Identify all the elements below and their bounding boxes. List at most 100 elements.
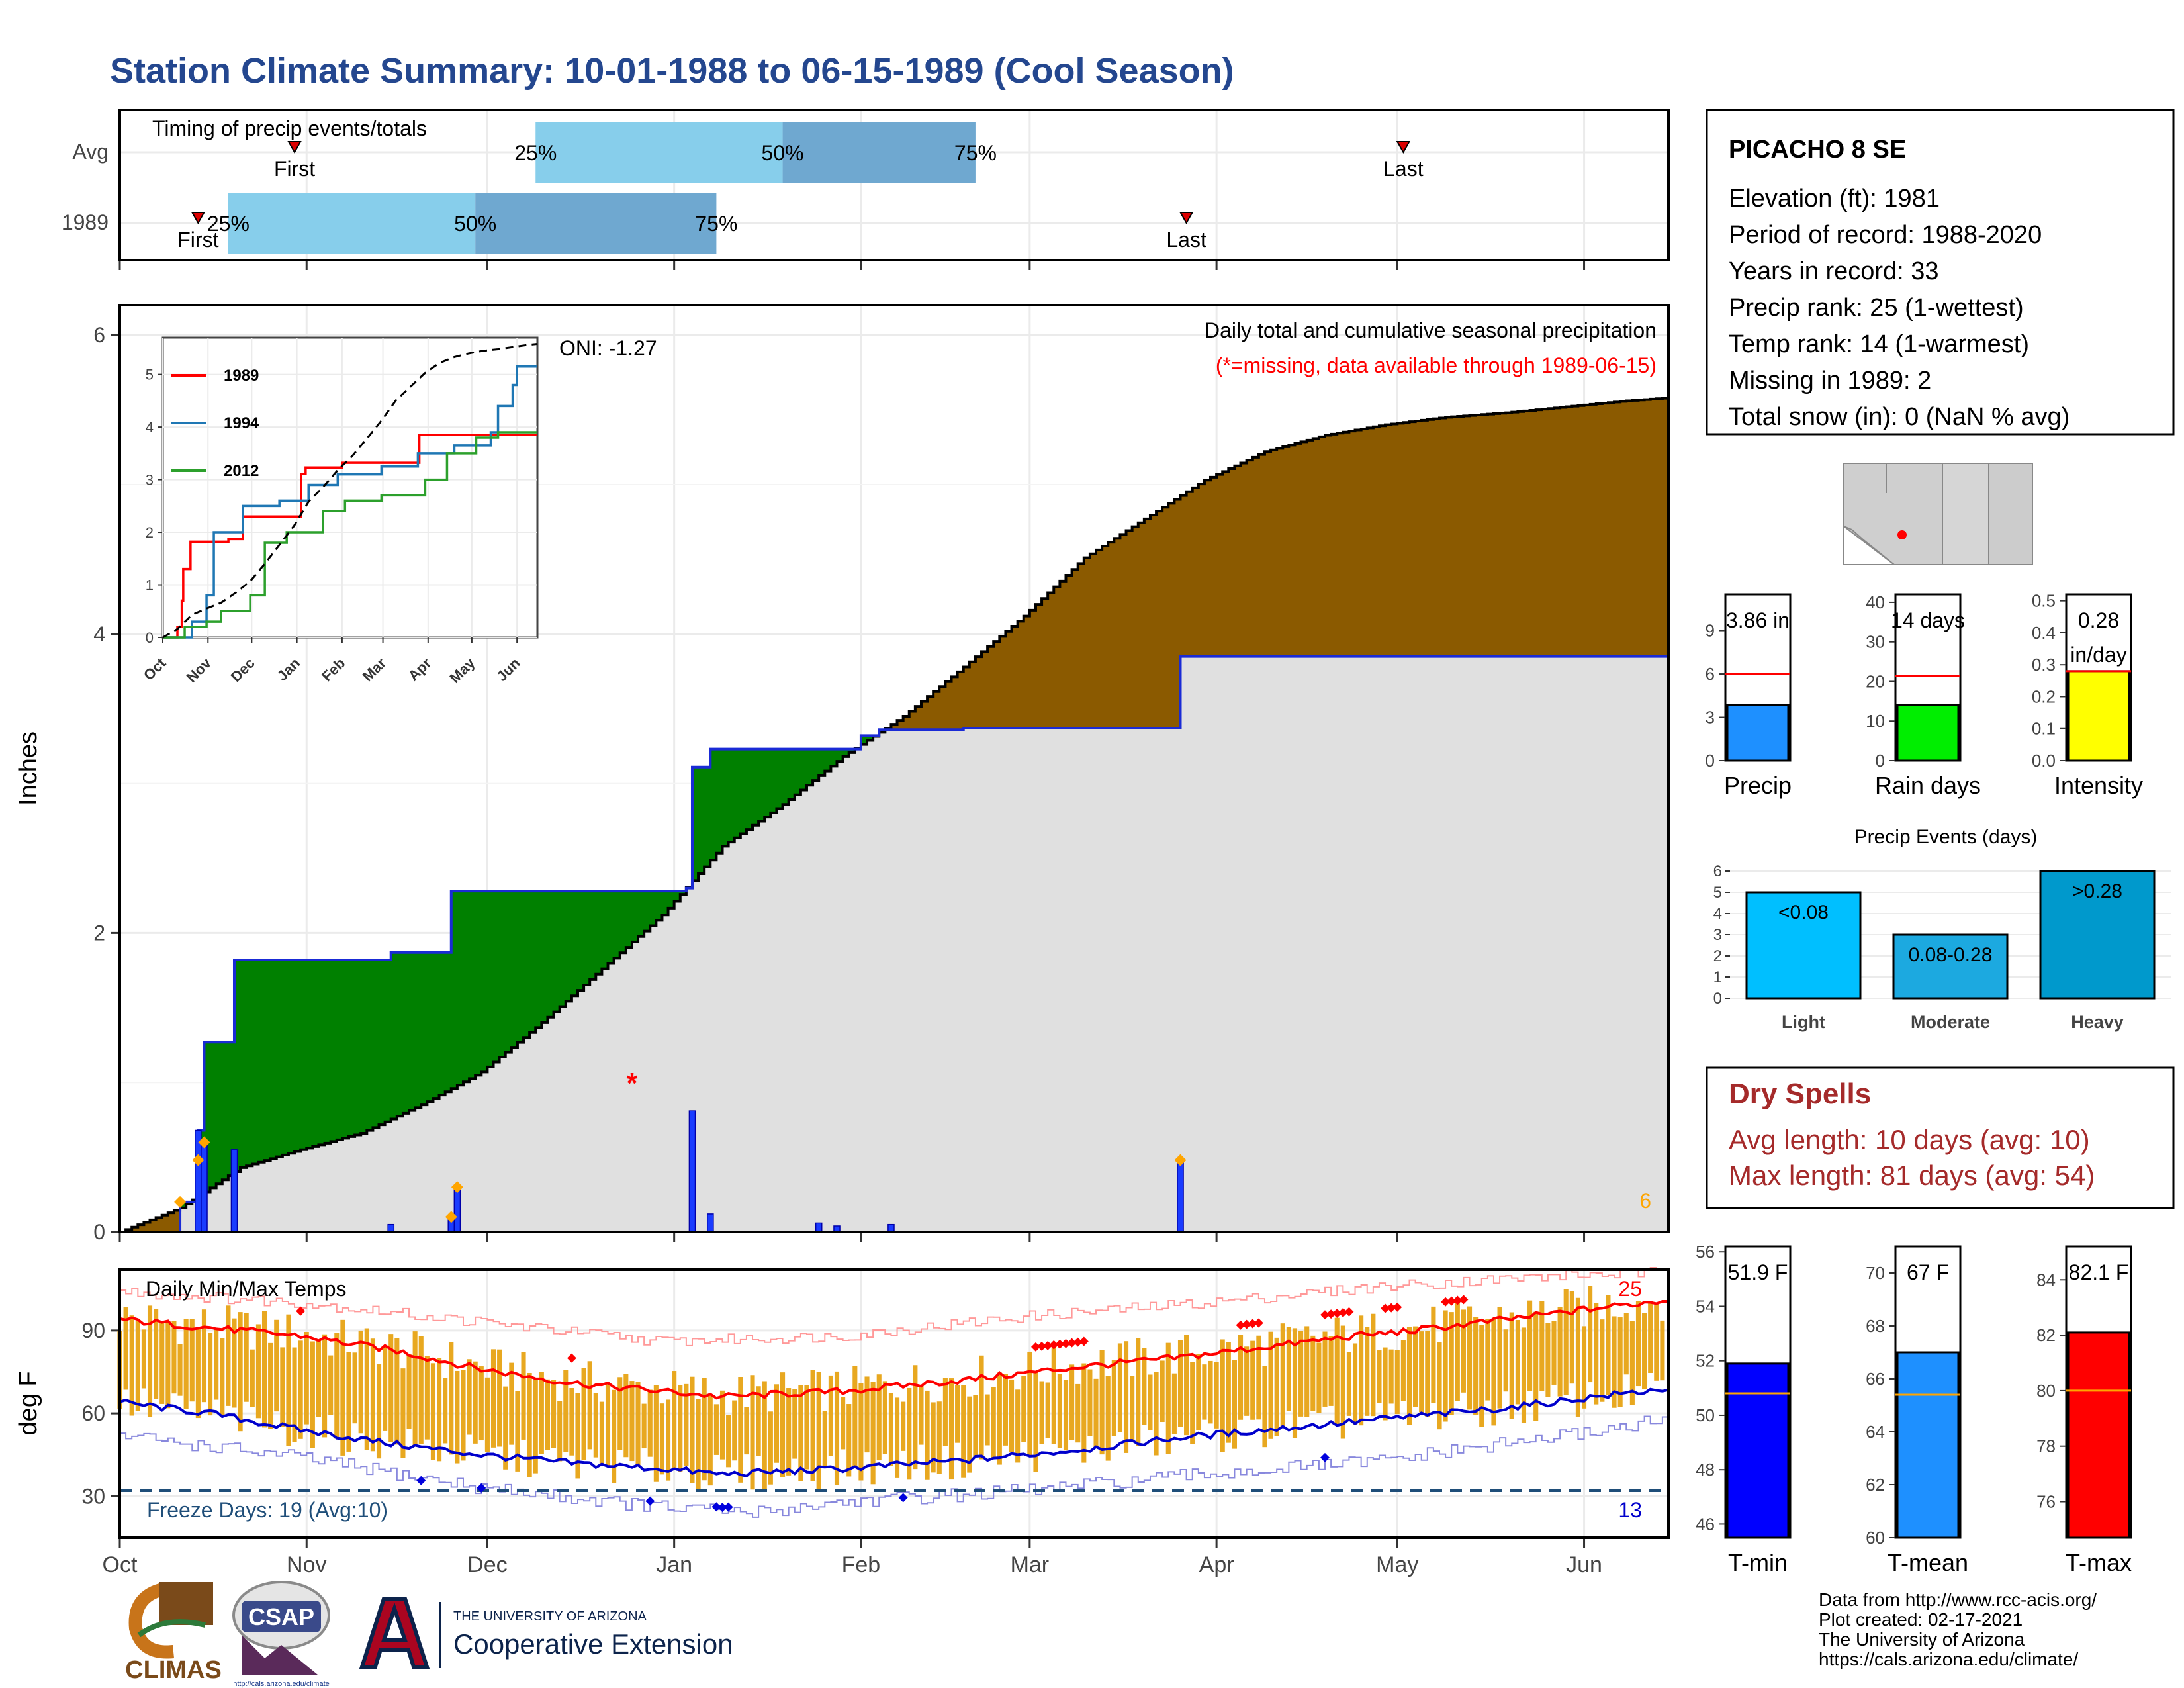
summary-y-tick-label: 52 xyxy=(1696,1351,1715,1371)
ua-small-text: THE UNIVERSITY OF ARIZONA xyxy=(453,1609,647,1624)
temp-daily-bar xyxy=(925,1390,930,1480)
temp-daily-bar xyxy=(768,1411,773,1485)
inset-y-tick-label: 4 xyxy=(146,419,154,436)
temp-daily-bar xyxy=(1551,1321,1557,1385)
summary-bar xyxy=(1896,704,1960,762)
timing-label-last: Last xyxy=(1166,228,1206,252)
summary-value-unit: in/day xyxy=(2070,643,2126,667)
page-title: Station Climate Summary: 10-01-1988 to 0… xyxy=(110,51,1234,91)
temp-daily-bar xyxy=(623,1374,629,1458)
temp-daily-bar xyxy=(1286,1327,1291,1411)
cold-day-marker xyxy=(1320,1452,1330,1462)
temp-daily-bar xyxy=(455,1370,460,1464)
temp-daily-bar xyxy=(641,1403,647,1449)
station-line: Elevation (ft): 1981 xyxy=(1729,185,1940,212)
station-info: PICACHO 8 SE Elevation (ft): 1981 Period… xyxy=(1706,109,2175,436)
temp-daily-bar xyxy=(726,1415,731,1468)
temp-daily-bar xyxy=(346,1352,351,1452)
cold-day-marker xyxy=(711,1502,721,1512)
summary-bar xyxy=(1726,704,1790,762)
station-box xyxy=(1706,109,2175,436)
credit-line: Data from http://www.rcc-acis.org/ xyxy=(1819,1589,2097,1610)
hot-day-marker xyxy=(1459,1295,1469,1305)
temp-daily-bar xyxy=(1479,1325,1484,1427)
climas-mark xyxy=(128,1582,175,1659)
temp-daily-bar xyxy=(1148,1374,1153,1431)
temp-daily-bar xyxy=(322,1334,328,1438)
temp-daily-bar xyxy=(220,1338,225,1417)
temp-y-axis: 30 60 90 xyxy=(81,1319,105,1509)
temp-daily-bar xyxy=(919,1385,924,1445)
hot-day-marker xyxy=(1079,1336,1089,1346)
temp-daily-bar xyxy=(846,1404,852,1477)
summary-panel-t-mean: 60 62 64 66 68 70 67 F T-mean xyxy=(1866,1245,1968,1576)
temp-daily-bar xyxy=(948,1378,954,1480)
hot-day-marker xyxy=(1236,1320,1246,1330)
temp-daily-bar xyxy=(985,1394,990,1446)
temp-daily-bar xyxy=(744,1407,749,1455)
temp-daily-bar xyxy=(563,1370,569,1452)
summary-value-label: 14 days xyxy=(1891,608,1965,632)
temp-daily-bar xyxy=(1569,1291,1574,1384)
temp-y-label: deg F xyxy=(15,1371,42,1435)
climas-logo: CLIMAS xyxy=(125,1582,222,1684)
summary-panel-precip: 0 3 6 9 3.86 in Precip xyxy=(1706,593,1792,799)
temp-daily-bar xyxy=(666,1399,671,1481)
station-line: Temp rank: 14 (1-warmest) xyxy=(1729,330,2029,358)
temp-daily-bar xyxy=(147,1305,153,1417)
temp-daily-bar xyxy=(1629,1321,1635,1405)
temp-daily-bar xyxy=(997,1372,1002,1465)
temp-daily-bar xyxy=(1473,1317,1479,1415)
avg-tmax-line xyxy=(119,1299,1668,1400)
temp-daily-bar xyxy=(159,1321,165,1404)
temp-daily-bar xyxy=(1521,1327,1527,1423)
hot-day-marker xyxy=(1338,1307,1348,1317)
hot-day-marker xyxy=(1381,1303,1390,1313)
temp-daily-bar xyxy=(599,1401,604,1466)
temp-daily-bar xyxy=(437,1358,442,1462)
temp-daily-bar xyxy=(255,1324,261,1419)
timing-panel: 25% 50% 75% First Last 25% 50% 75% First Last Tim… xyxy=(62,109,1670,270)
events-y-tick-label: 3 xyxy=(1713,926,1722,944)
temp-daily-bar xyxy=(684,1383,689,1466)
temp-daily-bar xyxy=(1130,1376,1135,1442)
temp-daily-bar xyxy=(1467,1306,1473,1410)
temp-daily-bar xyxy=(352,1352,357,1424)
temp-daily-bar xyxy=(810,1370,815,1481)
temp-daily-bar xyxy=(864,1376,870,1453)
hot-day-marker xyxy=(1344,1307,1354,1317)
event-marker xyxy=(198,1136,210,1149)
events-y-tick-label: 0 xyxy=(1713,990,1722,1008)
missing-note: (*=missing, data available through 1989-… xyxy=(1216,353,1657,377)
temp-daily-bar xyxy=(852,1366,858,1468)
summary-y-tick-label: 76 xyxy=(2036,1492,2056,1512)
temp-daily-bar xyxy=(1280,1323,1285,1428)
precip-y-tick-label: 0 xyxy=(93,1220,105,1244)
missing-marker: * xyxy=(626,1067,638,1100)
summary-bar xyxy=(2067,1331,2130,1539)
summary-y-tick-label: 10 xyxy=(1866,711,1885,731)
temp-daily-bar xyxy=(882,1381,887,1454)
temp-daily-bar xyxy=(1503,1329,1508,1392)
temp-daily-bar xyxy=(979,1355,984,1460)
temp-panel: 30 60 90 Oct Nov Dec Jan Feb Mar Apr May Jun Daily… xyxy=(15,1266,1670,1577)
temp-daily-bar xyxy=(653,1385,659,1482)
summary-category-label: Rain days xyxy=(1875,772,1981,799)
temp-daily-bar xyxy=(702,1378,707,1481)
temp-daily-bar xyxy=(1371,1313,1376,1417)
temp-daily-bar xyxy=(1394,1350,1400,1415)
hot-day-marker xyxy=(1030,1342,1040,1352)
temp-daily-bar xyxy=(135,1321,140,1411)
temp-daily-bar xyxy=(1256,1335,1261,1420)
dry-spells-box xyxy=(1706,1066,2175,1209)
temp-daily-bar xyxy=(280,1347,285,1427)
timing-bar-year-q25-q50 xyxy=(228,193,476,254)
daily-precip-bar xyxy=(453,1190,461,1233)
temp-daily-bar xyxy=(822,1411,827,1468)
temp-daily-bar xyxy=(1292,1328,1298,1438)
temp-daily-bar xyxy=(1612,1316,1617,1408)
temp-daily-bar xyxy=(286,1314,291,1446)
inset-legend: 1989 1994 2012 xyxy=(171,367,259,480)
temp-daily-bar xyxy=(707,1395,713,1486)
hot-day-marker xyxy=(1387,1303,1396,1313)
